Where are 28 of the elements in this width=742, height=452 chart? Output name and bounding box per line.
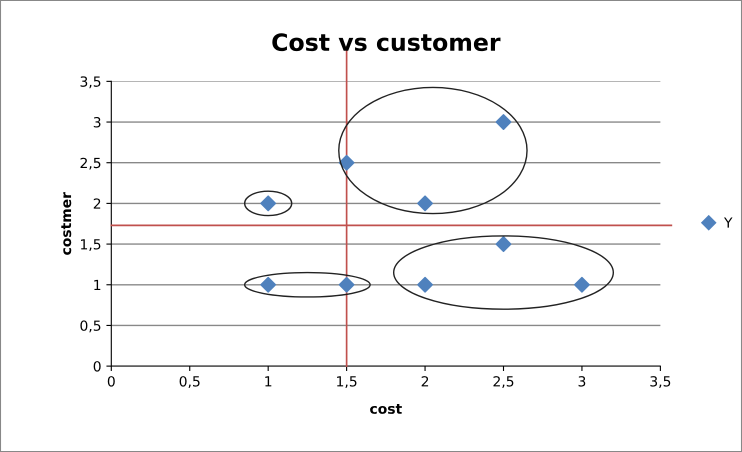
x-tick-label: 3 [578,376,586,387]
chart-title: Cost vs customer [272,33,500,52]
point [260,276,276,293]
y-tick-label: 1,5 [81,239,100,251]
y-tick-label: 2 [94,198,100,209]
x-tick-label: 3,5 [650,376,670,388]
x-tick-label: 1 [265,376,272,386]
y-tick-label: 3 [94,117,100,128]
x-axis-title: cost [370,404,402,414]
y-tick-label: 0,5 [80,320,100,332]
y-tick-label: 0 [94,361,101,372]
x-tick-label: 0,5 [180,376,200,388]
x-tick-label: 1,5 [337,376,356,388]
y-tick-label: 2,5 [80,158,100,170]
point [574,276,590,293]
x-tick-label: 2 [422,376,428,386]
point [417,195,434,212]
point [496,236,512,252]
x-tick-label: 2,5 [493,376,514,388]
point [496,114,512,130]
point [417,276,434,293]
point [338,154,355,171]
point [338,276,355,293]
y-tick-label: 1 [94,280,100,290]
y-tick-label: 3,5 [80,76,100,88]
x-tick-label: 0 [108,376,115,387]
y-axis-title: costmer [61,192,72,255]
legend-label: Y [724,217,733,228]
